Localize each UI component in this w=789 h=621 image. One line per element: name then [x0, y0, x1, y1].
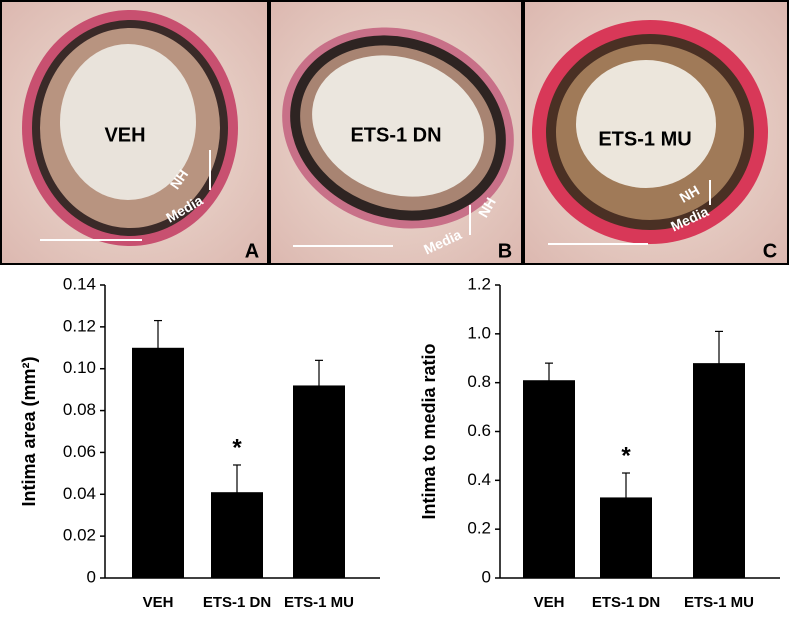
panel-label: VEH: [104, 124, 145, 146]
y-tick-label: 0.14: [63, 274, 96, 293]
panel-label: ETS-1 DN: [350, 124, 441, 146]
bar: [523, 380, 575, 578]
y-tick-label: 0.12: [63, 316, 96, 335]
y-tick-label: 0: [482, 567, 491, 586]
y-tick-label: 0.02: [63, 526, 96, 545]
panel-c: ETS-1 MU NH Media C: [523, 0, 789, 265]
x-tick-label: ETS-1 MU: [284, 594, 354, 611]
y-tick-label: 0.10: [63, 358, 96, 377]
significance-mark: *: [232, 434, 242, 461]
significance-mark: *: [621, 442, 631, 469]
x-tick-label: VEH: [143, 594, 174, 611]
x-tick-label: ETS-1 MU: [684, 594, 754, 611]
bar: [132, 347, 184, 578]
y-tick-label: 1.0: [467, 323, 491, 342]
x-tick-label: ETS-1 DN: [592, 594, 660, 611]
y-axis-label: Intima area (mm²): [19, 356, 39, 506]
bar: [293, 385, 345, 578]
panel-letter: C: [763, 240, 777, 262]
panel-label: ETS-1 MU: [598, 128, 691, 150]
x-tick-label: VEH: [534, 594, 565, 611]
panel-letter: B: [498, 240, 512, 262]
y-tick-label: 0.4: [467, 470, 491, 489]
y-tick-label: 0: [87, 567, 96, 586]
y-tick-label: 0.2: [467, 519, 491, 538]
y-tick-label: 0.6: [467, 421, 491, 440]
panel-a: VEH NH Media A: [0, 0, 269, 265]
y-axis-label: Intima to media ratio: [419, 343, 439, 519]
panel-letter: A: [245, 240, 259, 262]
y-tick-label: 0.04: [63, 484, 96, 503]
bar: [693, 363, 745, 578]
y-tick-label: 1.2: [467, 274, 491, 293]
x-tick-label: ETS-1 DN: [203, 594, 271, 611]
y-tick-label: 0.06: [63, 442, 96, 461]
y-tick-label: 0.08: [63, 400, 96, 419]
panel-b: ETS-1 DN NH Media B: [269, 0, 523, 265]
y-tick-label: 0.8: [467, 372, 491, 391]
